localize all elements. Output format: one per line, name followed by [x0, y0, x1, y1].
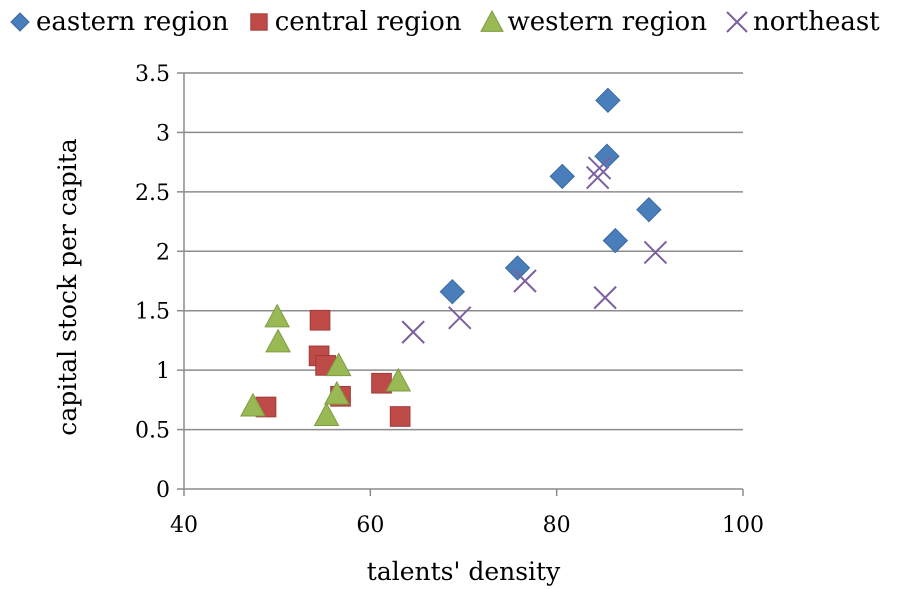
- data-point-western-region: [385, 367, 412, 392]
- legend-item: eastern region: [8, 7, 229, 37]
- legend-marker: [479, 10, 504, 32]
- legend-marker: [10, 12, 30, 32]
- y-tick-label: 0: [156, 478, 170, 503]
- data-point-eastern-region: [594, 143, 620, 169]
- data-point-western-region: [325, 352, 352, 377]
- data-point-eastern-region: [595, 87, 621, 114]
- x-tick-label: 40: [170, 513, 198, 538]
- data-point-northeast: [401, 320, 425, 344]
- data-point-western-region: [313, 402, 340, 427]
- y-tick-label: 0.5: [135, 419, 170, 444]
- data-point-eastern-region: [504, 255, 531, 281]
- x-axis-title: talents' density: [367, 557, 561, 586]
- legend-marker-shape: [10, 12, 30, 32]
- data-point-western-region: [264, 303, 291, 328]
- data-point-northeast: [513, 269, 537, 293]
- legend-item: central region: [247, 7, 462, 37]
- x-tick-label: 100: [722, 513, 764, 538]
- legend-marker-shape: [726, 11, 748, 33]
- data-point-central-region: [309, 309, 331, 331]
- data-point-western-region: [323, 380, 350, 405]
- y-tick-label: 2: [156, 240, 170, 265]
- data-point-western-region: [240, 392, 266, 417]
- legend-marker-shape: [479, 10, 504, 32]
- y-tick-label: 2.5: [135, 181, 170, 206]
- data-point-northeast: [587, 156, 612, 180]
- x-tick-label: 60: [356, 513, 384, 538]
- data-point-eastern-region: [549, 163, 575, 190]
- data-point-eastern-region: [602, 227, 629, 254]
- data-point-eastern-region: [636, 196, 662, 223]
- y-tick-label: 3.5: [135, 62, 170, 87]
- legend-label: eastern region: [36, 7, 229, 37]
- chart-legend: eastern region central region western regi…: [8, 2, 880, 42]
- data-point-central-region: [389, 406, 411, 427]
- data-point-northeast: [585, 165, 610, 190]
- y-tick-label: 1: [156, 359, 170, 384]
- legend-item: northeast: [725, 7, 880, 37]
- legend-label: northeast: [752, 7, 880, 37]
- legend-label: western region: [507, 7, 707, 37]
- legend-marker-shape: [249, 13, 268, 31]
- data-point-eastern-region: [439, 278, 466, 305]
- y-tick-label: 3: [156, 121, 170, 146]
- legend-marker: [726, 11, 748, 33]
- y-axis-title: capital stock per capita: [53, 138, 82, 435]
- y-tick-label: 1.5: [135, 300, 170, 325]
- data-point-northeast: [643, 240, 668, 265]
- data-point-western-region: [265, 328, 291, 353]
- x-tick-label: 80: [543, 513, 571, 538]
- data-point-northeast: [448, 306, 472, 330]
- data-point-northeast: [593, 285, 617, 310]
- legend-label: central region: [274, 7, 462, 37]
- legend-item: western region: [479, 7, 707, 37]
- legend-marker: [249, 13, 268, 31]
